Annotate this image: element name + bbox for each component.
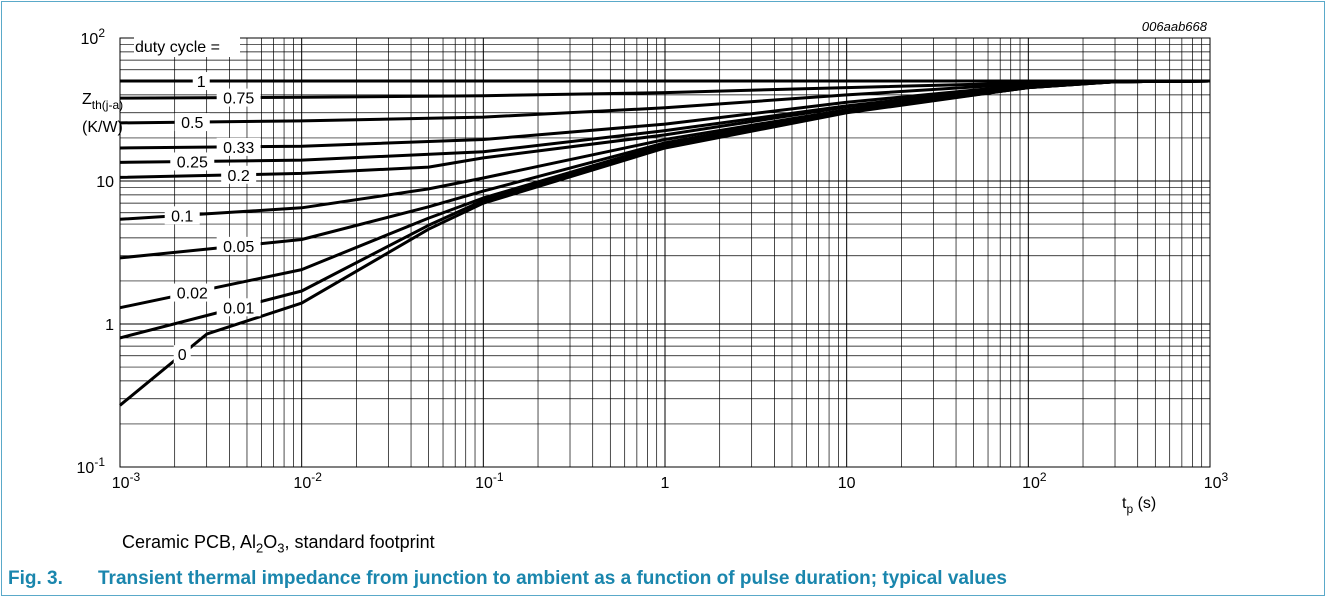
duty-cycle-labels: 1 0.75 0.5 0.33 0.25 0.2 0.1 0.05 0.02 0.01 0	[164, 72, 261, 364]
curve-label-0: 0	[178, 347, 187, 364]
curve-label-1: 1	[197, 74, 206, 91]
curve-label-0-75: 0.75	[223, 91, 254, 108]
curve-label-bg	[174, 113, 210, 132]
y-axis-tick-labels: 10-1 1 10 102	[77, 26, 115, 477]
y-axis-label-main: Z	[82, 91, 92, 108]
legend-title-group: duty cycle =	[134, 37, 240, 57]
x-tick-label: 10	[838, 475, 856, 492]
curve-label-bg	[216, 137, 261, 156]
thermal-impedance-chart: 1 0.75 0.5 0.33 0.25 0.2 0.1 0.05 0.02 0.01 0 10-3…	[77, 19, 1229, 516]
legend-title: duty cycle =	[135, 39, 220, 56]
figure-caption-text: Transient thermal impedance from junctio…	[98, 568, 1007, 589]
x-tick-label: 1	[661, 475, 670, 492]
major-grid	[119, 37, 1211, 468]
curve-label-bg	[170, 283, 215, 302]
duty-cycle-curves	[119, 79, 1211, 407]
y-tick-label: 10-1	[77, 455, 106, 477]
note-text-1: Ceramic PCB, Al	[122, 532, 257, 552]
curve-label-0-33: 0.33	[223, 140, 254, 157]
curve-label-bg	[216, 88, 261, 107]
curve-label-0-01: 0.01	[223, 300, 254, 317]
y-axis-unit: (K/W)	[82, 119, 123, 136]
curve-label-bg	[221, 165, 257, 184]
curve-label-0-05: 0.05	[223, 239, 254, 256]
curve-duty-0	[119, 79, 1211, 407]
x-axis-label-sub: p	[1126, 502, 1133, 516]
x-tick-label: 10-2	[293, 470, 322, 492]
curve-label-bg	[173, 345, 191, 364]
curve-label-bg	[216, 298, 261, 317]
y-axis-label: Zth(j-a)	[82, 91, 123, 112]
figure-id: 006aab668	[1142, 19, 1208, 34]
curve-label-bg	[216, 236, 261, 255]
curve-label-0-1: 0.1	[171, 208, 193, 225]
figure-number: Fig. 3.	[8, 568, 63, 589]
curve-label-bg	[192, 72, 210, 91]
y-tick-label: 1	[105, 317, 114, 334]
note-text-2: O	[263, 532, 278, 552]
legend-title-bg	[134, 37, 240, 57]
curve-label-0-2: 0.2	[228, 168, 250, 185]
x-axis-label-unit: (s)	[1133, 495, 1156, 512]
curve-label-0-25: 0.25	[177, 154, 208, 171]
curve-label-bg	[170, 152, 215, 171]
figure-caption: Fig. 3. Transient thermal impedance from …	[8, 568, 1007, 590]
y-axis-label-sub: th(j-a)	[92, 98, 123, 112]
note-text-3: , standard footprint	[284, 532, 435, 552]
x-tick-label: 103	[1204, 470, 1229, 492]
note-sub-1: 2	[256, 540, 264, 556]
plot-area-border	[119, 37, 1211, 468]
y-tick-label: 102	[81, 26, 106, 48]
x-tick-label: 10-3	[112, 470, 141, 492]
x-axis-label: tp (s)	[1122, 495, 1156, 516]
x-axis-label-main: t	[1122, 495, 1127, 512]
x-tick-label: 102	[1022, 470, 1047, 492]
curve-label-0-02: 0.02	[177, 286, 208, 303]
curve-label-0-5: 0.5	[181, 115, 203, 132]
note-sub-2: 3	[277, 540, 285, 556]
x-axis-tick-labels: 10-3 10-2 10-1 1 10 102 103	[112, 470, 1229, 492]
x-tick-label: 10-1	[475, 470, 504, 492]
curve-label-bg	[164, 206, 200, 225]
y-tick-label: 10	[96, 174, 114, 191]
board-note: Ceramic PCB, Al2O3, standard footprint	[122, 532, 435, 556]
